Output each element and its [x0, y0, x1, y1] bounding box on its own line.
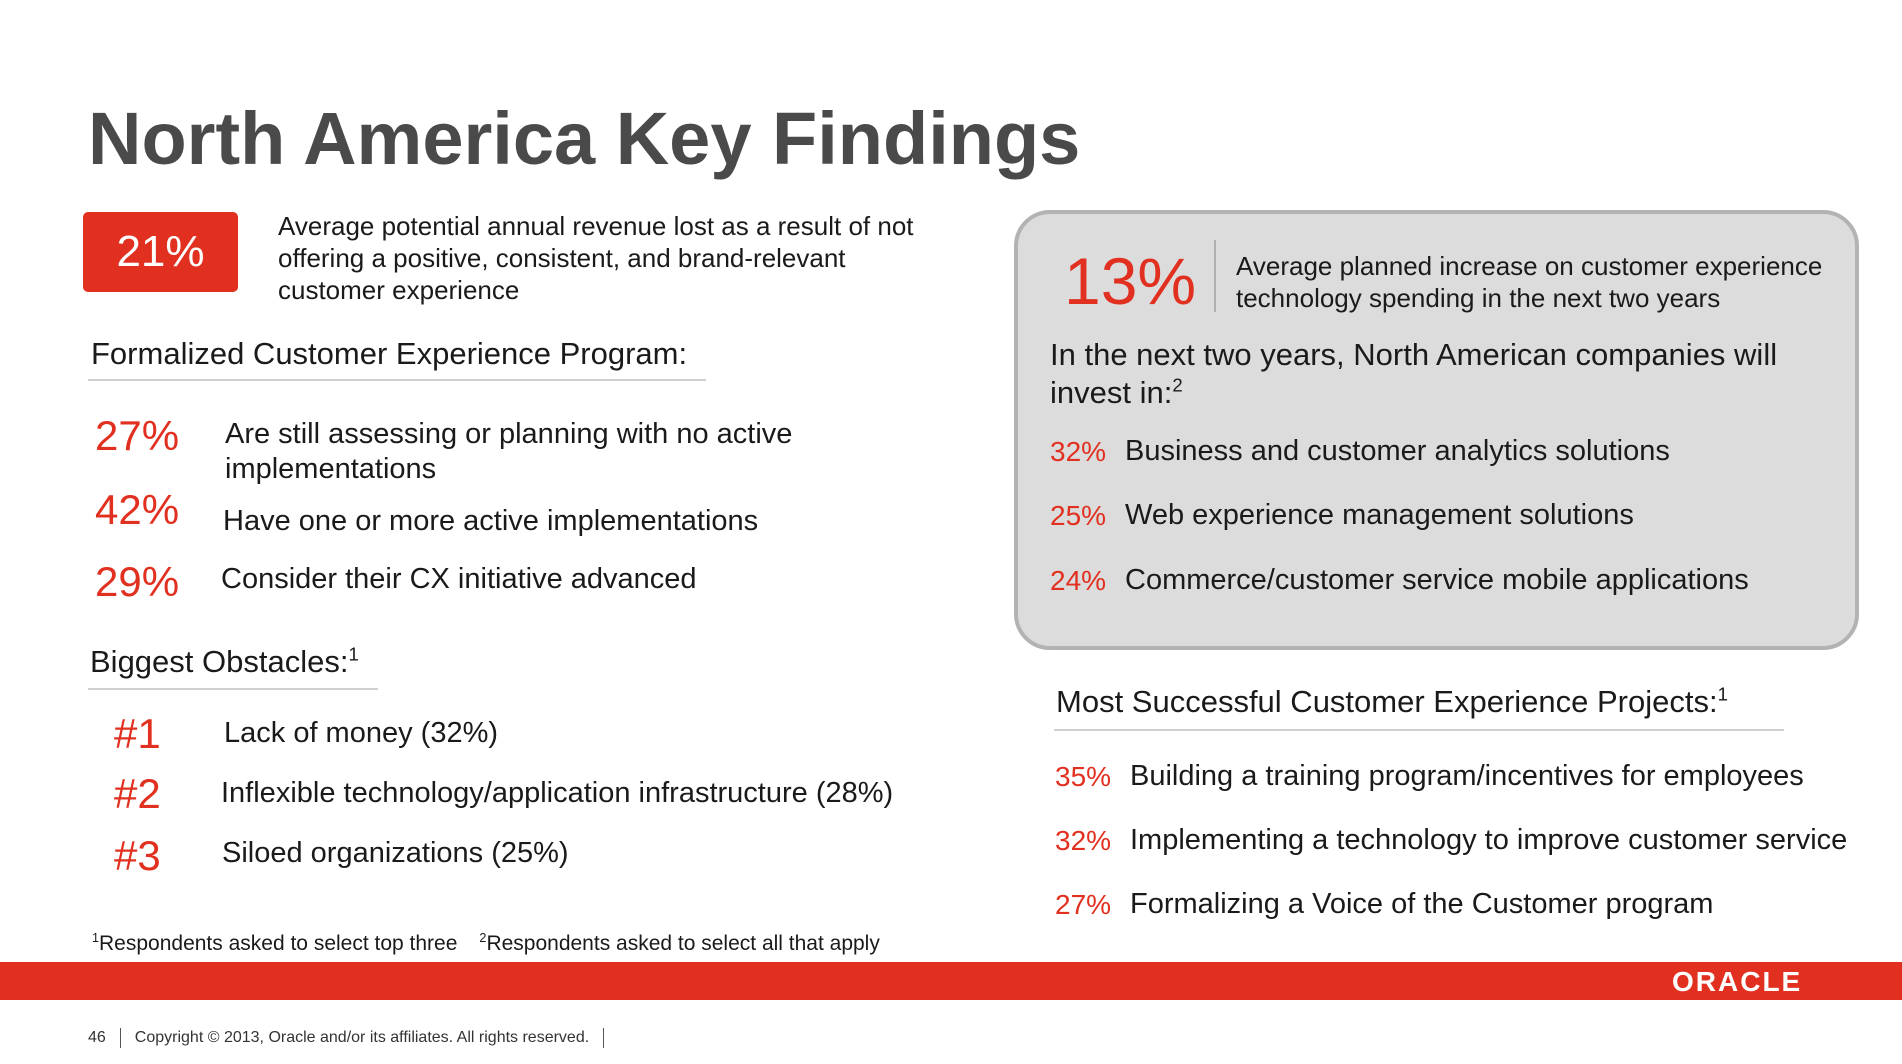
projects-heading: Most Successful Customer Experience Proj…	[1056, 683, 1728, 719]
formalized-text-3: Consider their CX initiative advanced	[221, 563, 697, 595]
project-pct-2: 32%	[1055, 825, 1112, 856]
invest-pct-2: 25%	[1050, 500, 1107, 531]
formalized-pct-1: 27%	[95, 412, 180, 459]
formalized-pct-3: 29%	[95, 558, 180, 605]
formalized-heading: Formalized Customer Experience Program:	[91, 336, 688, 371]
spending-increase-text: Average planned increase on customer exp…	[1236, 251, 1823, 313]
spending-increase-pct: 13%	[1064, 244, 1197, 318]
footnote-1: 1Respondents asked to select top three	[92, 931, 458, 955]
obstacle-rank-2: #2	[114, 770, 161, 817]
project-pct-3: 27%	[1055, 889, 1112, 920]
panel-divider	[1214, 240, 1216, 312]
revenue-lost-text: Average potential annual revenue lost as…	[278, 211, 914, 305]
slide-footer: 46 Copyright © 2013, Oracle and/or its af…	[88, 1028, 618, 1048]
page-number: 46	[88, 1029, 106, 1047]
invest-pct-3: 24%	[1050, 565, 1107, 596]
project-text-3: Formalizing a Voice of the Customer prog…	[1130, 888, 1714, 920]
slide-title: North America Key Findings	[88, 97, 1081, 180]
formalized-divider	[88, 379, 706, 381]
oracle-logo: ORACLE	[1672, 966, 1803, 997]
footnotes: 1Respondents asked to select top three 2R…	[92, 932, 880, 956]
formalized-text-1: Are still assessing or planning with no …	[225, 418, 793, 485]
obstacle-text-3: Siloed organizations (25%)	[222, 837, 569, 869]
footer-separator-end	[603, 1028, 605, 1048]
investment-panel	[1014, 210, 1859, 650]
obstacles-heading: Biggest Obstacles:1	[90, 643, 359, 679]
invest-text-2: Web experience management solutions	[1125, 499, 1634, 531]
formalized-text-2: Have one or more active implementations	[223, 505, 759, 537]
invest-pct-1: 32%	[1050, 436, 1107, 467]
footnote-2: 2Respondents asked to select all that ap…	[479, 931, 880, 955]
invest-intro: In the next two years, North American co…	[1050, 337, 1778, 410]
footer-bar	[0, 962, 1902, 1000]
projects-divider	[1054, 729, 1784, 731]
obstacle-rank-1: #1	[114, 710, 161, 757]
obstacle-rank-3: #3	[114, 832, 161, 879]
obstacle-text-2: Inflexible technology/application infras…	[221, 777, 894, 809]
project-text-1: Building a training program/incentives f…	[1130, 760, 1804, 792]
formalized-pct-2: 42%	[95, 486, 180, 533]
revenue-lost-badge: 21%	[83, 212, 238, 292]
invest-text-3: Commerce/customer service mobile applica…	[1125, 564, 1749, 596]
footer-separator	[119, 1028, 121, 1048]
invest-text-1: Business and customer analytics solution…	[1125, 435, 1670, 467]
obstacles-divider	[88, 688, 378, 690]
obstacle-text-1: Lack of money (32%)	[224, 717, 499, 749]
copyright: Copyright © 2013, Oracle and/or its affi…	[134, 1029, 590, 1047]
project-pct-1: 35%	[1055, 761, 1112, 792]
project-text-2: Implementing a technology to improve cus…	[1130, 824, 1848, 856]
